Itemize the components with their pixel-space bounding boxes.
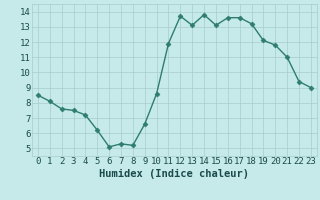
X-axis label: Humidex (Indice chaleur): Humidex (Indice chaleur) [100, 169, 249, 179]
